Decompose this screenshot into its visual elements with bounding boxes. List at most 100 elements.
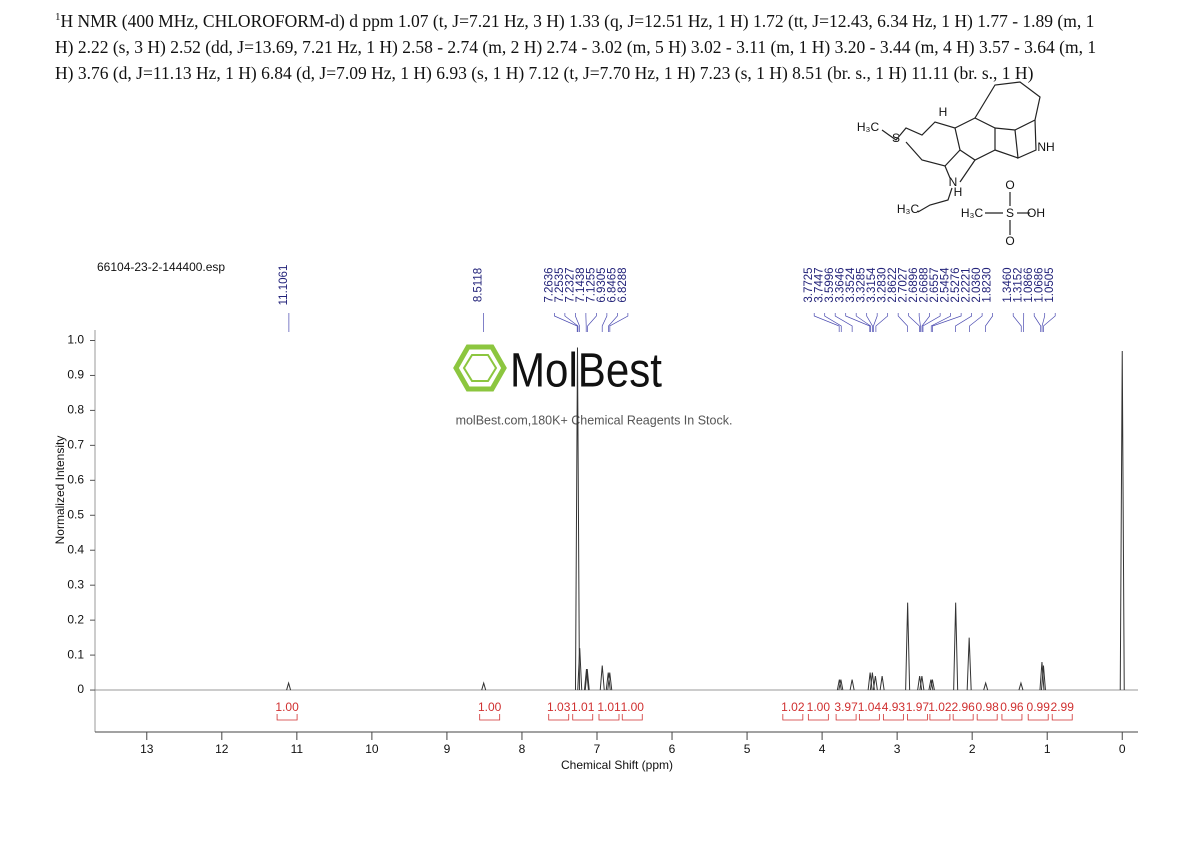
peak-label-connector: [955, 313, 972, 332]
integral-label: 2.96: [951, 700, 975, 714]
integral-bracket: [929, 714, 951, 721]
peak-label: 7.2535: [554, 267, 566, 302]
x-tick-label: 4: [819, 742, 826, 756]
peak-label: 2.6557: [929, 267, 941, 302]
peak-label: 2.8622: [887, 267, 899, 302]
header: 1H NMR (400 MHz, CHLOROFORM-d) d ppm 1.0…: [55, 4, 1115, 86]
y-tick-label: 0.6: [67, 472, 84, 486]
bond: [994, 149, 1019, 159]
peak-label-connector: [969, 313, 983, 332]
peak: [966, 637, 972, 691]
header-text: H NMR (400 MHz, CHLOROFORM-d) d ppm 1.07…: [55, 10, 1097, 83]
peak-label-connector: [587, 313, 597, 332]
peak: [577, 648, 583, 691]
x-tick-label: 7: [594, 742, 601, 756]
peak: [1119, 350, 1125, 691]
atom-label: OH: [1027, 206, 1045, 220]
peak-label-connector: [813, 313, 840, 332]
y-tick-label: 0.8: [67, 403, 84, 417]
peak-label: 7.2636: [543, 267, 555, 302]
peak: [953, 602, 959, 691]
file-name: 66104-23-2-144400.esp: [97, 260, 225, 274]
integral-label: 1.03: [547, 700, 571, 714]
peak: [605, 672, 611, 691]
x-tick-label: 0: [1119, 742, 1126, 756]
peak-label: 2.0360: [971, 267, 983, 302]
structure: [881, 81, 1041, 235]
peak: [607, 672, 613, 691]
x-tick-label: 3: [894, 742, 901, 756]
peak-label-connector: [932, 313, 962, 332]
peak: [584, 669, 590, 691]
integral-bracket: [621, 714, 643, 721]
peak-label-connector: [575, 313, 580, 332]
peak-label-connector: [1043, 313, 1056, 332]
peak-label: 1.3460: [1002, 267, 1014, 302]
atom-label: H₃C: [897, 202, 920, 216]
integral-label: 0.98: [975, 700, 999, 714]
peak-label: 6.8288: [617, 267, 629, 302]
peak-label: 3.7447: [814, 267, 826, 302]
x-tick-label: 1: [1044, 742, 1051, 756]
peak-label: 1.0505: [1044, 267, 1056, 302]
peak-label-connector: [554, 313, 578, 332]
peak-label: 1.0686: [1034, 267, 1046, 302]
integral-bracket: [572, 714, 594, 721]
x-tick-label: 6: [669, 742, 676, 756]
y-tick-label: 0.5: [67, 507, 84, 521]
peak-label: 3.5996: [824, 267, 836, 302]
peak: [919, 675, 925, 691]
x-axis-title: Chemical Shift (ppm): [561, 758, 673, 772]
x-tick-label: 5: [744, 742, 751, 756]
peak-label: 8.5118: [473, 268, 485, 302]
x-tick-label: 11: [291, 742, 304, 756]
tagline: molBest.com,180K+ Chemical Reagents In S…: [456, 413, 733, 427]
peak-label-connector: [1012, 313, 1022, 332]
x-tick-label: 12: [215, 742, 229, 756]
atom-label: H₃C: [961, 206, 984, 220]
peak-label-connector: [908, 313, 920, 332]
peak-label-connector: [1041, 313, 1046, 332]
y-axis-title: Normalized Intensity: [53, 436, 67, 545]
integral-label: 2.99: [1051, 700, 1075, 714]
atom-label: O: [1005, 234, 1014, 248]
peak-label: 7.2327: [564, 267, 576, 302]
peak: [905, 602, 911, 691]
peak-label-connector: [873, 313, 878, 332]
atom-label: S: [892, 131, 900, 145]
integral-bracket: [906, 714, 928, 721]
integral-bracket: [1051, 714, 1073, 721]
y-tick-label: 0: [77, 682, 84, 696]
peak: [583, 669, 589, 691]
x-tick-label: 8: [519, 742, 526, 756]
peak-label: 2.6896: [908, 267, 920, 302]
y-tick-label: 0.1: [67, 647, 84, 661]
peak-label-connector: [601, 313, 608, 332]
peak: [1039, 662, 1045, 691]
integral-label: 1.00: [621, 700, 645, 714]
integral-bracket: [976, 714, 998, 721]
integral-label: 0.99: [1027, 700, 1051, 714]
peak: [849, 679, 855, 691]
integral-bracket: [548, 714, 570, 721]
bond: [959, 159, 976, 183]
integral-label: 0.96: [1000, 700, 1024, 714]
peak: [836, 679, 842, 691]
atom-label: N: [949, 175, 958, 189]
peak: [838, 679, 844, 691]
peak-label: 3.2830: [877, 267, 889, 302]
peak-label: 3.3285: [856, 267, 868, 302]
peak-label-connector: [922, 313, 941, 332]
y-tick-label: 0.3: [67, 577, 84, 591]
peak-label: 3.7725: [803, 267, 815, 302]
peak: [574, 347, 580, 691]
logo-ring: [462, 354, 498, 382]
peak: [481, 681, 487, 691]
peak-label-connector: [855, 313, 872, 332]
integral-bracket: [276, 714, 298, 721]
y-tick-label: 0.2: [67, 612, 84, 626]
integral-label: 1.04: [858, 700, 882, 714]
peak-label: 3.3646: [835, 267, 847, 302]
x-tick-label: 10: [365, 742, 379, 756]
integral-label: 1.00: [275, 700, 299, 714]
